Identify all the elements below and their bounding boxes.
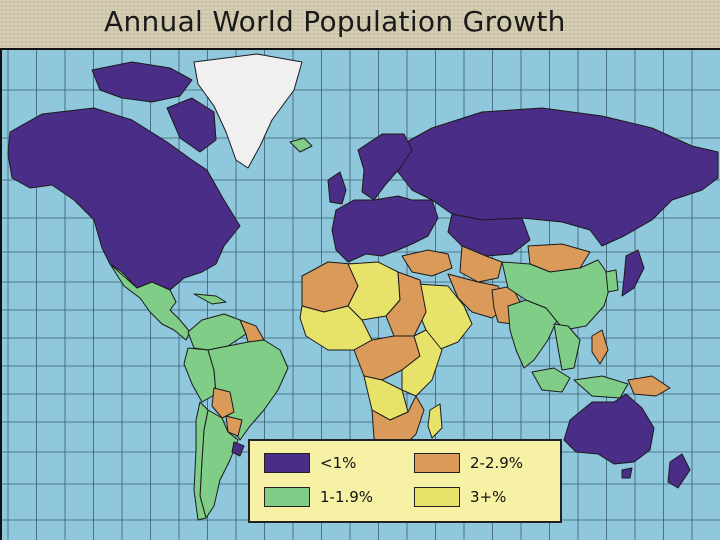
legend-label-mid-high: 2-2.9% — [470, 454, 524, 472]
arctic-islands — [91, 61, 193, 103]
uruguay — [231, 441, 245, 457]
chile — [193, 401, 209, 521]
map-legend: <1% 2-2.9% 1-1.9% 3+% — [248, 439, 562, 523]
legend-swatch-low — [264, 453, 310, 473]
australia — [563, 393, 655, 465]
bolivia — [211, 387, 235, 419]
russia — [391, 107, 719, 247]
western-europe — [331, 195, 439, 263]
scandinavia — [357, 133, 413, 201]
map-title: Annual World Population Growth — [104, 5, 566, 38]
central-asia — [459, 245, 503, 283]
china — [501, 259, 613, 331]
uk — [327, 171, 347, 205]
philippines — [591, 329, 609, 365]
caribbean — [193, 293, 227, 305]
legend-swatch-high — [414, 487, 460, 507]
new-guinea — [627, 375, 671, 397]
legend-swatch-mid-low — [264, 487, 310, 507]
tasmania — [621, 467, 633, 479]
indonesia-east — [573, 375, 629, 399]
paraguay — [225, 415, 243, 437]
kazakhstan-region — [447, 213, 531, 257]
turkey-caucasus — [401, 249, 453, 277]
legend-label-low: <1% — [320, 454, 357, 472]
legend-label-mid-low: 1-1.9% — [320, 488, 374, 506]
korea — [605, 269, 619, 293]
japan — [621, 249, 645, 297]
north-america — [7, 107, 241, 291]
indochina — [553, 323, 581, 371]
indonesia-west — [531, 367, 571, 393]
new-zealand — [667, 453, 691, 489]
iceland — [289, 137, 313, 153]
greenland — [193, 53, 303, 169]
legend-swatch-mid-high — [414, 453, 460, 473]
legend-label-high: 3+% — [470, 488, 507, 506]
baffin-island — [166, 97, 217, 153]
madagascar — [427, 403, 443, 439]
